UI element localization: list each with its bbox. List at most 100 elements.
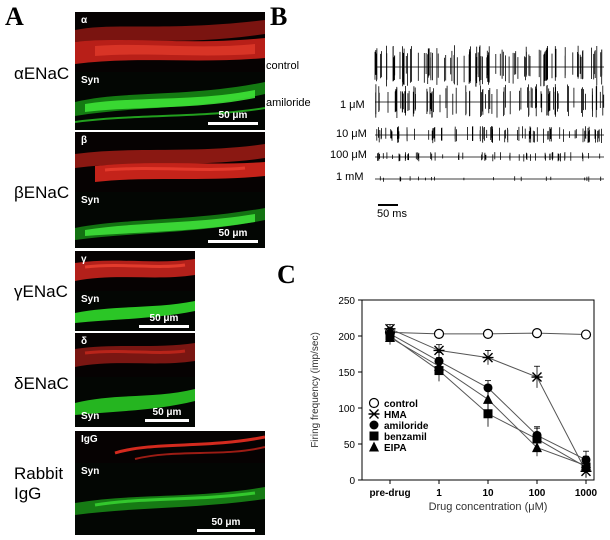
legend-entry: benzamil [384,432,427,443]
row-label-alpha: αENaC [14,64,70,83]
legend-entry: HMA [384,410,407,421]
micrograph-gamma-green: Syn 50 μm [75,291,195,331]
data-point [433,345,445,356]
data-point [531,328,543,339]
micrograph-alpha-red: α [75,12,265,72]
time-scale-bar [378,204,398,206]
data-point [483,383,493,393]
x-tick-label: 10 [482,488,494,499]
micrograph-gamma-red: γ [75,251,195,291]
electrophysiology-traces [374,45,605,182]
red-stain-image [75,12,265,72]
series-hma [384,323,592,478]
trace-1mm [375,176,604,182]
tile-label-syn: Syn [81,466,100,477]
y-tick-label: 50 [344,440,356,451]
trace-control [374,45,604,87]
data-point [532,442,542,453]
green-stain-image [75,291,195,331]
trace-label-100um: 100 μM [330,149,367,161]
tile-label-beta: β [81,135,88,146]
micrograph-delta-green: Syn 50 μm [75,377,195,427]
data-point [385,331,395,342]
red-stain-image [75,333,195,377]
tile-label-alpha: α [81,15,88,26]
row-label-gamma: γENaC [14,282,68,301]
data-point [483,393,493,404]
legend-entry: amiloride [384,421,429,432]
data-point [434,360,444,371]
y-axis-label: Firing frequency (imp/sec) [310,332,321,448]
data-point [369,441,379,452]
tile-label-syn: Syn [81,195,100,206]
data-point [531,372,543,383]
firing-frequency-chart: 0 50 100 150 200 250 pre-drug 1 10 100 1000 Firing … [310,296,598,513]
scale-bar: 50 μm [208,110,258,125]
x-tick-label: pre-drug [369,488,410,499]
scale-bar-label: 50 μm [149,313,179,324]
green-stain-image [75,377,195,427]
x-tick-label: 100 [529,488,546,499]
green-stain-image [75,72,265,130]
data-point [369,431,379,441]
micrograph-beta-red: β [75,132,265,192]
tile-label-syn: Syn [81,294,100,305]
data-point [369,420,379,430]
data-point [483,409,493,419]
scale-bar-label: 50 μm [218,228,248,239]
tile-label-gamma: γ [81,254,87,265]
legend-entry: control [384,399,418,410]
y-tick-label: 0 [349,476,355,487]
data-point [482,352,494,363]
scale-bar-label: 50 μm [211,517,241,528]
data-point [433,328,445,339]
series-eipa [385,329,591,473]
legend-entry: EIPA [384,443,407,454]
tile-label-syn: Syn [81,411,100,422]
scale-bar: 50 μm [197,517,255,532]
y-tick-label: 250 [338,296,355,307]
trace-label-control: control [266,60,300,72]
tile-label-syn: Syn [81,75,100,86]
scale-bar-label: 50 μm [218,110,248,121]
data-point [581,460,591,471]
scale-bar: 50 μm [139,313,189,328]
red-stain-image [75,251,195,291]
red-stain-image [75,431,265,463]
trace-label-1um: 1 μM [340,99,365,111]
green-stain-image [75,463,265,535]
scale-bar: 50 μm [145,407,189,422]
data-point [580,329,592,340]
micrograph-igg-red: IgG [75,431,265,463]
row-label-delta: δENaC [14,374,69,393]
trace-1um [375,84,605,118]
x-tick-label: 1000 [575,488,598,499]
micrograph-igg-green: Syn 50 μm [75,463,265,535]
trace-100um [375,152,604,162]
trace-10um [375,126,604,144]
tile-label-delta: δ [81,336,88,347]
y-tick-label: 200 [338,332,355,343]
trace-label-1mm: 1 mM [336,171,364,183]
x-tick-label: 1 [436,488,442,499]
scale-bar: 50 μm [208,228,258,243]
trace-label-10um: 10 μM [336,128,367,140]
time-scale-label: 50 ms [377,208,407,220]
green-stain-image [75,192,265,248]
micrograph-delta-red: δ [75,333,195,377]
row-label-beta: βENaC [14,183,70,202]
row-label-rabbit-igg: Rabbit IgG [14,464,64,503]
plot-frame [361,299,595,481]
panel-c-letter: C [277,260,296,289]
x-axis-label: Drug concentration (μM) [429,501,548,513]
data-point [482,328,494,339]
series-control [384,327,592,340]
data-point [368,409,380,419]
tile-label-igg: IgG [81,434,98,445]
y-tick-label: 150 [338,368,355,379]
panel-b-letter: B [270,2,288,31]
y-tick-label: 100 [338,404,355,415]
panel-a-letter: A [5,2,24,31]
micrograph-alpha-green: Syn 50 μm [75,72,265,130]
red-stain-image [75,132,265,192]
